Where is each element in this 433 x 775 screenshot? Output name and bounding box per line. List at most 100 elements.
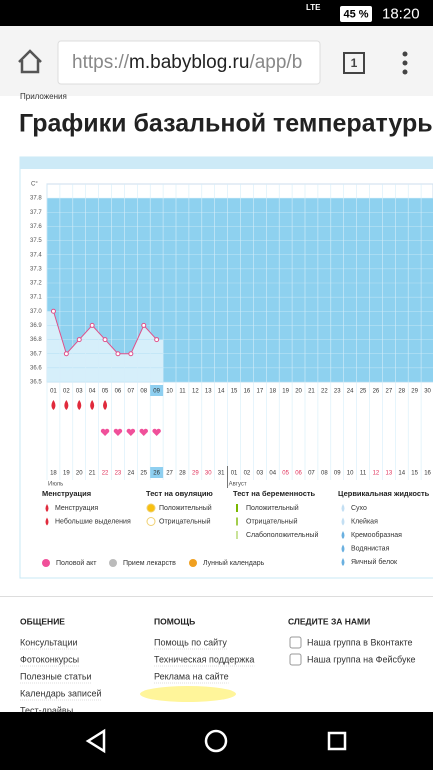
legend-item: Положительный bbox=[159, 504, 212, 512]
footer-link[interactable]: Фотоконкурсы bbox=[20, 654, 79, 664]
legend-item: Слабоположительный bbox=[246, 531, 318, 539]
date-label: 01 bbox=[231, 471, 238, 477]
y-tick-label: 37.4 bbox=[30, 252, 42, 258]
date-label: 27 bbox=[166, 471, 173, 477]
date-label: 24 bbox=[128, 471, 135, 477]
footer-link[interactable]: Полезные статьи bbox=[20, 671, 92, 681]
tabs-button[interactable] bbox=[343, 52, 365, 74]
date-label: 16 bbox=[424, 471, 431, 477]
legend-title: Менструация bbox=[42, 489, 91, 498]
legend-item: Клейкая bbox=[351, 517, 378, 525]
url-field[interactable] bbox=[57, 40, 321, 85]
footer-link[interactable]: Реклама на сайте bbox=[154, 671, 229, 681]
y-tick-label: 37.0 bbox=[30, 309, 42, 315]
page-title: Графики базальной температуры bbox=[19, 110, 433, 138]
legend-item: Сухо bbox=[351, 505, 367, 512]
date-label: 20 bbox=[76, 471, 83, 477]
legend-icon bbox=[341, 531, 345, 539]
day-label: 07 bbox=[128, 389, 135, 395]
date-label: 22 bbox=[102, 471, 109, 477]
menstruation-icon bbox=[77, 400, 82, 410]
temperature-point bbox=[102, 337, 108, 343]
footer-heading: СЛЕДИТЕ ЗА НАМИ bbox=[288, 616, 370, 626]
day-label: 16 bbox=[244, 389, 251, 395]
menstruation-icon bbox=[64, 400, 69, 410]
day-label: 10 bbox=[166, 389, 173, 395]
legend-item: Отрицательный bbox=[246, 517, 298, 525]
legend-item: Половой акт bbox=[56, 559, 97, 567]
day-label: 29 bbox=[411, 389, 418, 395]
breadcrumb[interactable]: Приложения bbox=[20, 92, 67, 101]
day-label: 25 bbox=[360, 389, 367, 395]
intercourse-icon bbox=[100, 428, 110, 436]
legend-icon bbox=[341, 517, 345, 526]
day-label: 30 bbox=[424, 389, 431, 395]
today-day bbox=[150, 385, 164, 396]
temperature-point bbox=[50, 308, 56, 314]
footer-link[interactable]: Помощь по сайту bbox=[154, 637, 227, 647]
legend-item: Положительный bbox=[246, 504, 299, 512]
menu-button[interactable] bbox=[402, 51, 408, 75]
temperature-point bbox=[76, 337, 82, 343]
y-tick-label: 36.7 bbox=[30, 351, 42, 357]
intercourse-icon bbox=[126, 428, 136, 436]
day-label: 19 bbox=[282, 389, 289, 395]
y-tick-label: 36.6 bbox=[30, 365, 42, 371]
legend-item: Отрицательный bbox=[159, 517, 211, 525]
day-label: 24 bbox=[347, 389, 354, 395]
footer-link[interactable]: Календарь записей bbox=[20, 688, 102, 698]
footer-link[interactable]: Наша группа на Фейсбуке bbox=[307, 654, 416, 664]
day-label: 05 bbox=[102, 389, 109, 395]
day-label: 27 bbox=[386, 389, 393, 395]
day-label: 09 bbox=[153, 389, 160, 395]
day-label: 20 bbox=[295, 389, 302, 395]
home-button[interactable] bbox=[18, 49, 42, 74]
legend-icon bbox=[341, 504, 345, 512]
day-label: 23 bbox=[334, 389, 341, 395]
legend-item: Водянистая bbox=[351, 545, 390, 552]
date-label: 13 bbox=[386, 471, 393, 477]
back-button[interactable] bbox=[85, 728, 106, 754]
today-date bbox=[150, 467, 164, 478]
footer-link[interactable]: Техническая поддержка bbox=[154, 654, 254, 664]
intercourse-icon bbox=[139, 428, 148, 436]
date-label: 05 bbox=[282, 471, 289, 477]
footer-link[interactable]: Тест-драйвы bbox=[20, 705, 73, 715]
day-label: 17 bbox=[257, 389, 264, 395]
clock: 18:20 bbox=[382, 5, 420, 22]
date-label: 15 bbox=[411, 471, 418, 477]
footer-link[interactable]: Наша группа в Вконтакте bbox=[307, 637, 413, 647]
legend-title: Тест на беременность bbox=[233, 489, 316, 498]
date-label: 18 bbox=[50, 471, 57, 477]
legend-item: Яичный белок bbox=[351, 558, 398, 566]
y-tick-label: 36.9 bbox=[30, 323, 42, 329]
y-tick-label: 37.2 bbox=[30, 281, 42, 287]
day-label: 11 bbox=[179, 389, 186, 395]
temperature-point bbox=[141, 322, 147, 328]
day-label: 08 bbox=[140, 389, 147, 395]
home-nav-button[interactable] bbox=[204, 729, 228, 753]
menstruation-icon bbox=[51, 400, 56, 410]
y-tick-label: 37.3 bbox=[30, 266, 42, 272]
date-label: 14 bbox=[398, 471, 405, 477]
temperature-point bbox=[115, 351, 121, 357]
battery-icon bbox=[340, 6, 372, 22]
y-tick-label: 37.8 bbox=[30, 196, 42, 202]
recents-button[interactable] bbox=[327, 731, 347, 751]
day-label: 15 bbox=[231, 389, 238, 395]
date-label: 30 bbox=[205, 471, 212, 477]
day-label: 13 bbox=[205, 389, 212, 395]
footer-link[interactable]: Консультации bbox=[20, 637, 78, 647]
legend-icon bbox=[42, 559, 50, 567]
legend-item: Небольшие выделения bbox=[55, 517, 131, 525]
date-label: 28 bbox=[179, 471, 186, 477]
y-unit: C° bbox=[31, 182, 38, 188]
day-label: 01 bbox=[50, 389, 57, 395]
legend-title: Тест на овуляцию bbox=[146, 489, 213, 498]
legend-icon bbox=[236, 531, 238, 539]
date-label: 26 bbox=[153, 471, 160, 477]
date-label: 10 bbox=[347, 471, 354, 477]
legend-item: Прием лекарств bbox=[123, 560, 176, 567]
date-label: 08 bbox=[321, 471, 328, 477]
